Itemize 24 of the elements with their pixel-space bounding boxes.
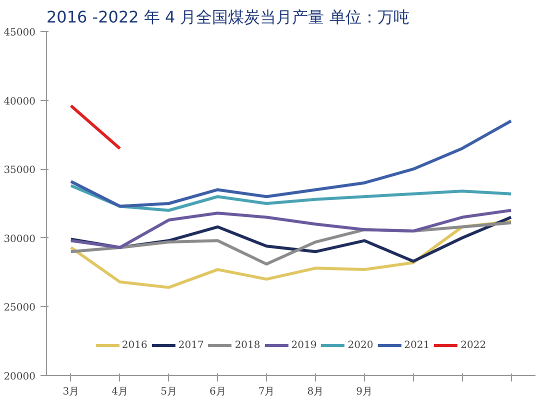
y-tick-label: 40000: [4, 96, 36, 108]
legend-label: 2018: [234, 340, 260, 350]
x-tick-label: 8月: [307, 386, 324, 398]
y-tick-label: 45000: [4, 28, 36, 38]
x-tick-label: 4月: [112, 386, 128, 398]
legend-label: 2022: [460, 340, 486, 350]
y-tick-label: 30000: [4, 234, 36, 245]
x-tick-label: 6月: [209, 386, 226, 398]
legend-label: 2019: [291, 340, 317, 350]
line-series: [69, 208, 513, 250]
line-series: [69, 184, 513, 212]
line-series: [69, 119, 513, 208]
x-tick-label: 7月: [258, 386, 275, 398]
legend-label: 2020: [348, 340, 374, 350]
legend-label: 2017: [178, 340, 204, 350]
chart-title: 2016 -2022 年 4 月全国煤炭当月产量 单位：万吨: [46, 8, 410, 26]
legend-label: 2021: [404, 340, 430, 350]
y-tick-label: 20000: [4, 372, 36, 382]
y-tick-label: 25000: [4, 302, 36, 314]
legend-label: 2016: [122, 340, 148, 350]
x-tick-label: 3月: [62, 386, 80, 398]
x-tick-label: 5月: [160, 386, 177, 398]
x-tick-label: 9月: [356, 386, 373, 398]
y-tick-label: 35000: [4, 165, 36, 176]
